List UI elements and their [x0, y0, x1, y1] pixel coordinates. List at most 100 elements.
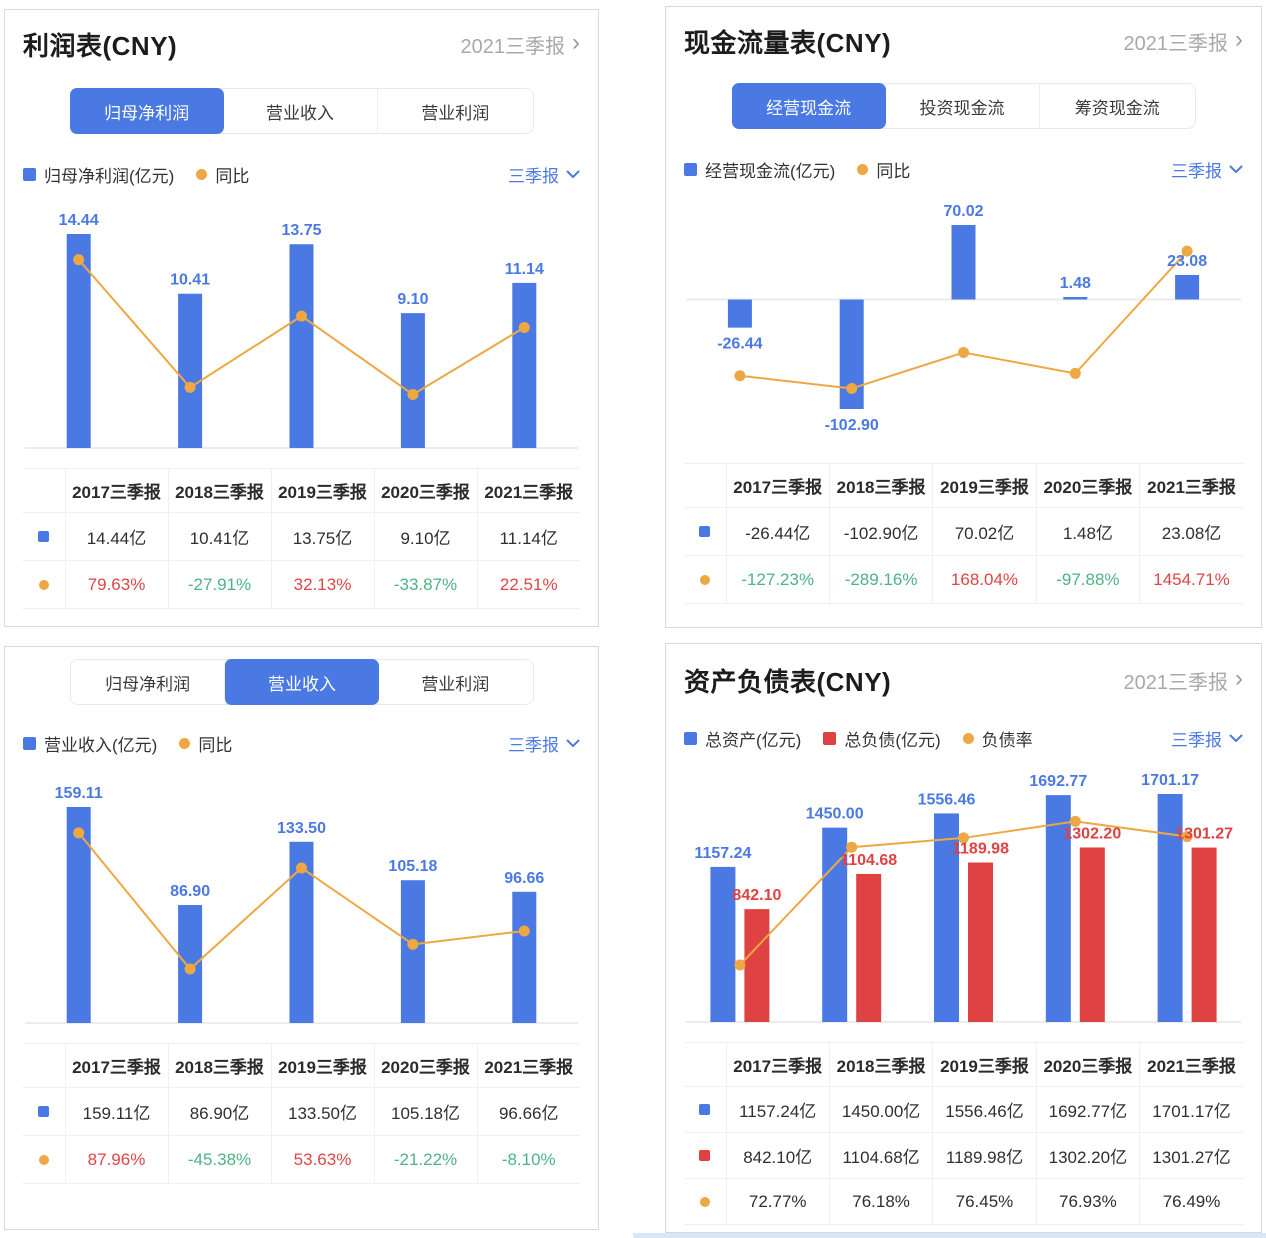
bar-value-label: 86.90 [170, 883, 210, 900]
tab-3[interactable]: 营业利润 [377, 89, 532, 133]
bar [512, 282, 537, 448]
bar [400, 313, 425, 448]
operating-cash-flow-chart[interactable]: -26.44 -102.90 70.02 1.48 23.08 [684, 189, 1243, 451]
table-cell: 11.14亿 [476, 512, 580, 561]
tab-2-selected[interactable]: 营业收入 [223, 659, 380, 705]
bar-value-label: 96.66 [504, 870, 544, 887]
table-cell: 1301.27亿 [1139, 1132, 1243, 1179]
legend-square-icon [684, 162, 697, 176]
marker-column-header [23, 1043, 66, 1088]
bar-value-label: 10.41 [170, 272, 210, 289]
tab-1-selected[interactable]: 归母净利润 [69, 88, 224, 134]
assets-liabilities-chart[interactable]: 1157.24 842.10 1450.00 1104.68 1556.46 1189.9… [684, 758, 1243, 1030]
chevron-down-icon [1229, 734, 1243, 742]
chevron-right-icon: › [1235, 665, 1243, 692]
column-header: 2020三季报 [1035, 463, 1141, 508]
trend-line-point [184, 963, 196, 975]
table-row: 79.63% -27.91% 32.13% -33.87% 22.51% [23, 560, 580, 609]
table-cell: 1556.46亿 [932, 1086, 1037, 1133]
tab-1-selected[interactable]: 经营现金流 [731, 83, 886, 129]
table-cell: 1157.24亿 [725, 1086, 830, 1133]
card-header: 资产负债表(CNY) 2021三季报 › [684, 662, 1243, 698]
tab-1[interactable]: 归母净利润 [105, 674, 191, 694]
tab-bar: 经营现金流 投资现金流 筹资现金流 [731, 83, 1196, 129]
tab-2[interactable]: 营业收入 [265, 103, 334, 123]
table-wrap: 2017三季报 2018三季报 2019三季报 2020三季报 2021三季报 -26.4… [684, 463, 1243, 604]
period-dropdown[interactable]: 三季报 [508, 162, 580, 187]
table-cell: 76.18% [828, 1178, 934, 1225]
bar [1175, 274, 1200, 300]
legend-item: 同比 [196, 162, 249, 187]
bottom-sheet-edge [633, 1233, 1266, 1238]
period-dropdown[interactable]: 三季报 [1171, 726, 1243, 751]
table-cell: 1104.68亿 [828, 1132, 934, 1179]
column-header: 2018三季报 [167, 468, 272, 513]
table-header-row: 2017三季报 2018三季报 2019三季报 2020三季报 2021三季报 [684, 463, 1243, 508]
row-marker-cell [684, 555, 727, 604]
table-cell: 32.13% [270, 560, 375, 609]
legend-label: 同比 [876, 161, 911, 181]
period-dropdown[interactable]: 三季报 [508, 731, 580, 756]
trend-line-point [734, 370, 746, 382]
table-cell: 72.77% [725, 1178, 830, 1225]
table-cell: 1.48亿 [1035, 507, 1141, 556]
legend-label: 总资产(亿元) [705, 730, 802, 750]
table-cell: 96.66亿 [476, 1087, 580, 1136]
trend-line-point [846, 841, 858, 853]
trend-line-point [958, 832, 969, 844]
row-marker-cell [684, 1178, 727, 1225]
card-income-statement: 利润表(CNY) 2021三季报 › 归母净利润 营业收入 营业利润 归母净利润(亿… [4, 9, 599, 627]
table-cell: -97.88% [1035, 555, 1141, 604]
trend-line-point [518, 925, 530, 937]
period-link[interactable]: 2021三季报 › [461, 30, 581, 59]
legend-items: 营业收入(亿元) 同比 [23, 731, 232, 756]
trend-line-point [296, 862, 307, 874]
row-marker-cell [23, 560, 66, 609]
bar [1045, 795, 1071, 1022]
table-cell: 1692.77亿 [1035, 1086, 1141, 1133]
legend-dot-icon [179, 737, 191, 749]
table-row: 159.11亿 86.90亿 133.50亿 105.18亿 96.66亿 [23, 1087, 580, 1136]
tab-2[interactable]: 投资现金流 [919, 98, 1005, 118]
marker-column-header [23, 468, 66, 513]
trend-line-point [1069, 815, 1081, 827]
legend-item: 总资产(亿元) [684, 726, 801, 751]
legend-row: 经营现金流(亿元) 同比 三季报 [684, 157, 1243, 182]
period-dropdown[interactable]: 三季报 [1171, 157, 1243, 182]
trend-line-point [407, 938, 419, 950]
column-header: 2017三季报 [64, 468, 169, 513]
bar-value-label: 14.44 [59, 212, 99, 229]
chevron-down-icon [1229, 165, 1243, 173]
table-cell: 9.10亿 [373, 512, 478, 561]
revenue-chart[interactable]: 159.11 86.90 133.50 105.18 96.66 [23, 771, 580, 1031]
column-header: 2020三季报 [373, 1043, 478, 1088]
table-header-row: 2017三季报 2018三季报 2019三季报 2020三季报 2021三季报 [23, 1043, 580, 1088]
table-cell: 53.63% [270, 1135, 375, 1184]
legend-item: 同比 [857, 157, 910, 182]
table-cell: 842.10亿 [725, 1132, 830, 1179]
tab-3[interactable]: 筹资现金流 [1039, 84, 1194, 128]
bar-value-label: 70.02 [943, 203, 983, 220]
legend-square-icon [823, 731, 837, 745]
chevron-right-icon: › [1235, 26, 1243, 53]
tab-bar: 归母净利润 营业收入 营业利润 [69, 659, 534, 705]
table-cell: 79.63% [64, 560, 169, 609]
table-cell: 22.51% [476, 560, 580, 609]
legend-item: 经营现金流(亿元) [684, 157, 835, 182]
period-link[interactable]: 2021三季报 › [1124, 27, 1244, 56]
net-profit-chart[interactable]: 14.44 10.41 13.75 9.10 11.14 [23, 198, 580, 456]
bar-value-label: 159.11 [55, 785, 103, 802]
bar-value-label: 105.18 [388, 858, 437, 875]
legend-label: 同比 [198, 735, 233, 755]
chevron-right-icon: › [572, 29, 580, 56]
table-cell: 14.44亿 [64, 512, 169, 561]
column-header: 2017三季报 [64, 1043, 169, 1088]
period-link[interactable]: 2021三季报 › [1124, 666, 1244, 695]
legend-square-icon [23, 736, 36, 750]
tab-3[interactable]: 营业利润 [421, 674, 490, 694]
bar-value-label: 1189.98 [952, 841, 1009, 858]
trend-line-point [958, 346, 969, 358]
column-header: 2021三季报 [476, 1043, 580, 1088]
data-table: 2017三季报 2018三季报 2019三季报 2020三季报 2021三季报 1157.… [684, 1042, 1243, 1225]
table-header-row: 2017三季报 2018三季报 2019三季报 2020三季报 2021三季报 [684, 1042, 1243, 1087]
